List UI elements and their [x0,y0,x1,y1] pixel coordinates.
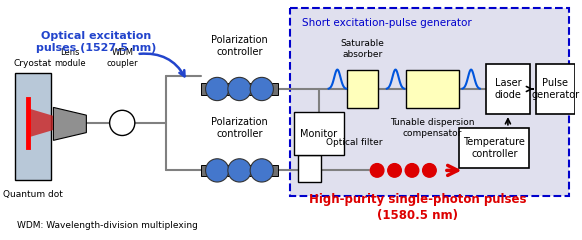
Bar [290,8,569,196]
Circle shape [205,77,229,101]
Text: Monitor: Monitor [300,129,338,138]
Circle shape [250,159,274,182]
Text: Laser
diode: Laser diode [495,78,521,100]
Bar [485,64,530,114]
Text: Polarization
controller: Polarization controller [211,35,268,57]
Text: Short excitation-pulse generator: Short excitation-pulse generator [303,18,472,28]
Text: Pulse
generator: Pulse generator [531,78,580,100]
Text: Polarization
controller: Polarization controller [211,117,268,139]
Bar [297,155,321,182]
Bar [294,112,344,155]
Circle shape [228,77,251,101]
Text: Cryostat: Cryostat [14,59,52,68]
Polygon shape [54,108,86,140]
Text: WDM: Wavelength-division multiplexing: WDM: Wavelength-division multiplexing [17,221,197,229]
Bar [536,64,575,114]
Circle shape [228,159,251,182]
Bar [459,128,529,168]
Circle shape [423,164,436,177]
Bar [347,70,378,108]
Text: High-purity single-photon pulses
(1580.5 nm): High-purity single-photon pulses (1580.5… [309,193,527,222]
Circle shape [205,159,229,182]
Bar [15,73,51,180]
Circle shape [370,164,384,177]
Text: Quantum dot: Quantum dot [3,190,63,199]
Circle shape [250,77,274,101]
Text: Lens
module: Lens module [54,48,86,68]
Text: Optical excitation
pulses (1527.5 nm): Optical excitation pulses (1527.5 nm) [36,31,156,53]
Circle shape [388,164,402,177]
Polygon shape [28,108,64,138]
Bar [201,165,278,176]
Text: Optical filter: Optical filter [326,138,382,147]
Text: WDM
coupler: WDM coupler [107,48,138,68]
Text: Temperature
controller: Temperature controller [463,137,526,159]
Text: Saturable
absorber: Saturable absorber [340,39,385,59]
Bar [201,83,278,95]
Text: Tunable dispersion
compensator: Tunable dispersion compensator [390,118,474,138]
Circle shape [405,164,419,177]
Bar [406,70,459,108]
Circle shape [109,110,135,136]
